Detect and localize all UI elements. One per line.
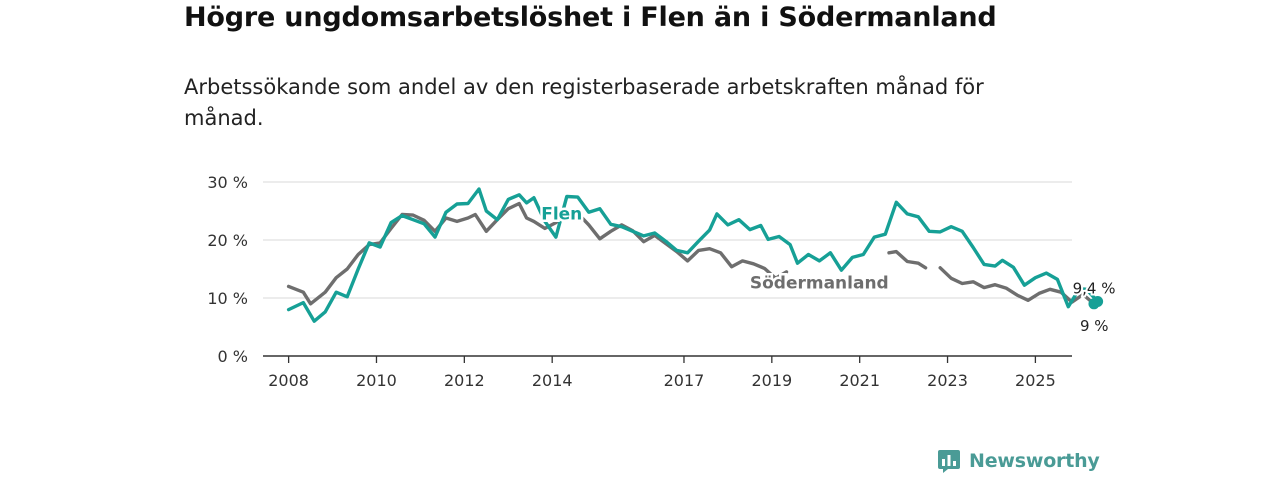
end-value-label-sodermanland: 9 % bbox=[1080, 317, 1109, 335]
series-label-sodermanland: Södermanland bbox=[750, 274, 889, 294]
chart-title: Högre ungdomsarbetslöshet i Flen än i Sö… bbox=[184, 2, 997, 33]
series-lines bbox=[286, 187, 1100, 323]
x-tick-label: 2014 bbox=[532, 371, 573, 390]
x-tick-label: 2023 bbox=[927, 371, 968, 390]
x-tick-label: 2008 bbox=[268, 371, 309, 390]
brand: Newsworthy bbox=[937, 449, 1100, 473]
y-axis-tick-labels: 0 % 10 % 20 % 30 % bbox=[207, 173, 248, 366]
end-marker-sodermanland bbox=[1088, 298, 1100, 310]
y-tick-label: 0 % bbox=[218, 347, 248, 366]
series-label-flen: Flen bbox=[541, 205, 582, 225]
x-tick-label: 2021 bbox=[839, 371, 880, 390]
x-tick-label: 2012 bbox=[444, 371, 485, 390]
y-tick-label: 10 % bbox=[207, 289, 248, 308]
series-line-flen bbox=[286, 187, 1100, 323]
x-tick-label: 2017 bbox=[664, 371, 705, 390]
grid-lines bbox=[263, 181, 1072, 299]
y-tick-label: 30 % bbox=[207, 173, 248, 192]
x-tick-label: 2010 bbox=[356, 371, 397, 390]
x-tick-label: 2019 bbox=[751, 371, 792, 390]
chart-subtitle: Arbetssökande som andel av den registerb… bbox=[184, 75, 984, 130]
y-tick-label: 20 % bbox=[207, 231, 248, 250]
brand-name: Newsworthy bbox=[969, 450, 1100, 472]
x-axis-ticks: 2008 2010 2012 2014 2017 2019 2021 2023 2025 bbox=[268, 356, 1056, 390]
end-value-label-flen: 9,4 % bbox=[1073, 279, 1116, 297]
line-chart: 0 % 10 % 20 % 30 % 2008 2010 2012 2014 2017 2019… bbox=[207, 173, 1117, 390]
newsworthy-logo-icon bbox=[938, 450, 960, 473]
x-tick-label: 2025 bbox=[1015, 371, 1056, 390]
